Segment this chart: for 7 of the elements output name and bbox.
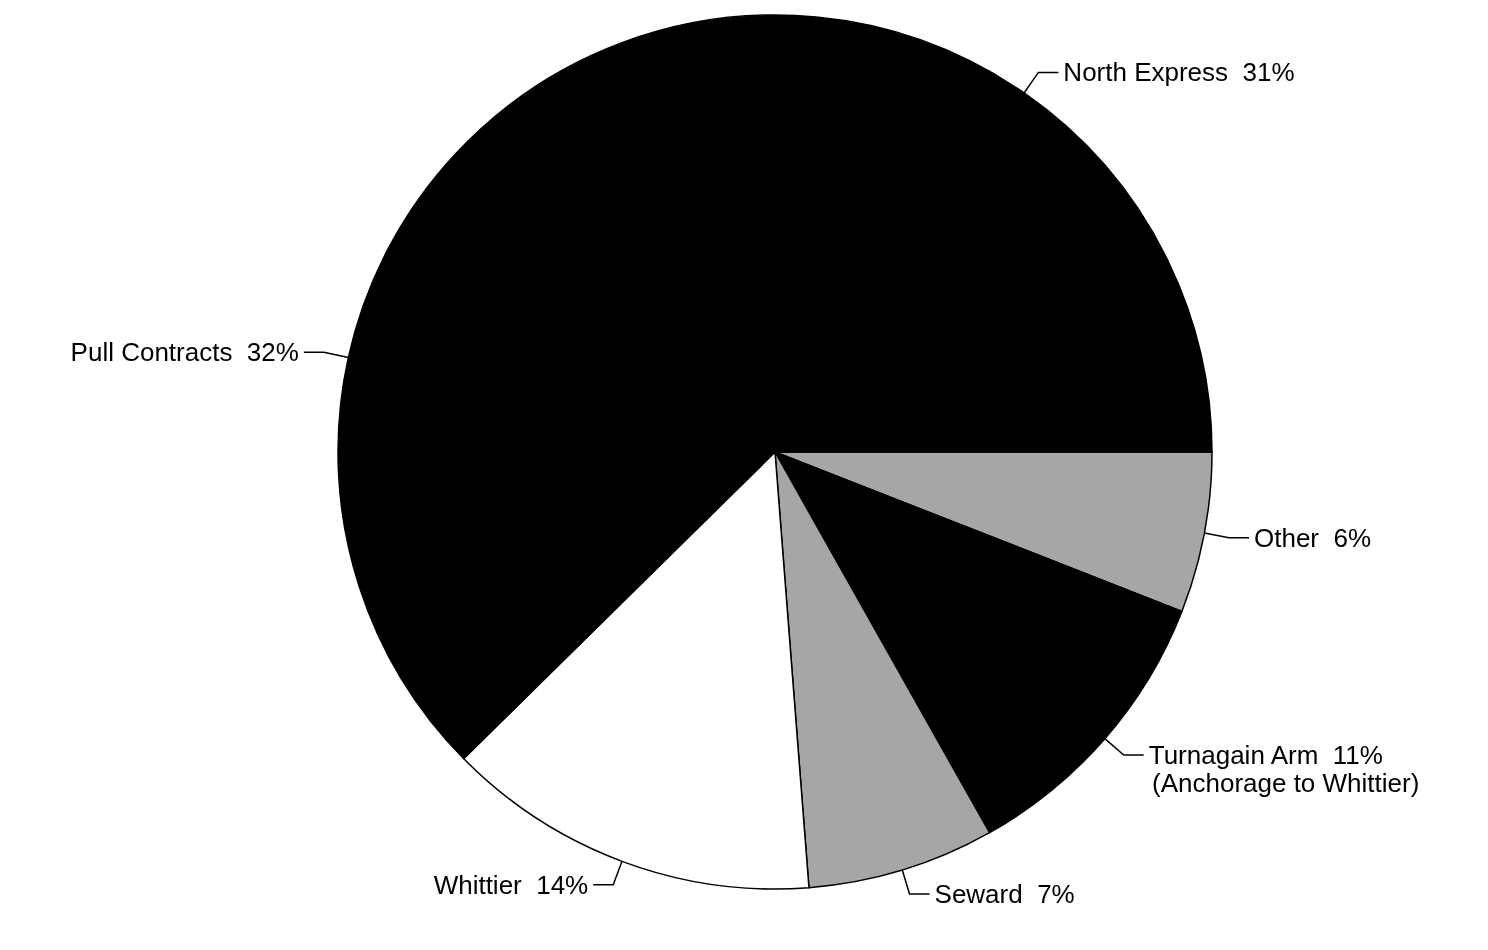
slice-label: North Express 31%	[1063, 57, 1295, 88]
slice-label: Pull Contracts 32%	[70, 337, 299, 368]
text: (Anchorage to Whittier)	[1152, 768, 1420, 798]
slice-label: Seward 7%	[934, 878, 1075, 909]
slice-label: Whittier 14%	[433, 869, 589, 900]
slice-label: Other 6%	[1253, 522, 1372, 553]
slice-label: Turnagain Arm 11%	[1148, 740, 1383, 771]
